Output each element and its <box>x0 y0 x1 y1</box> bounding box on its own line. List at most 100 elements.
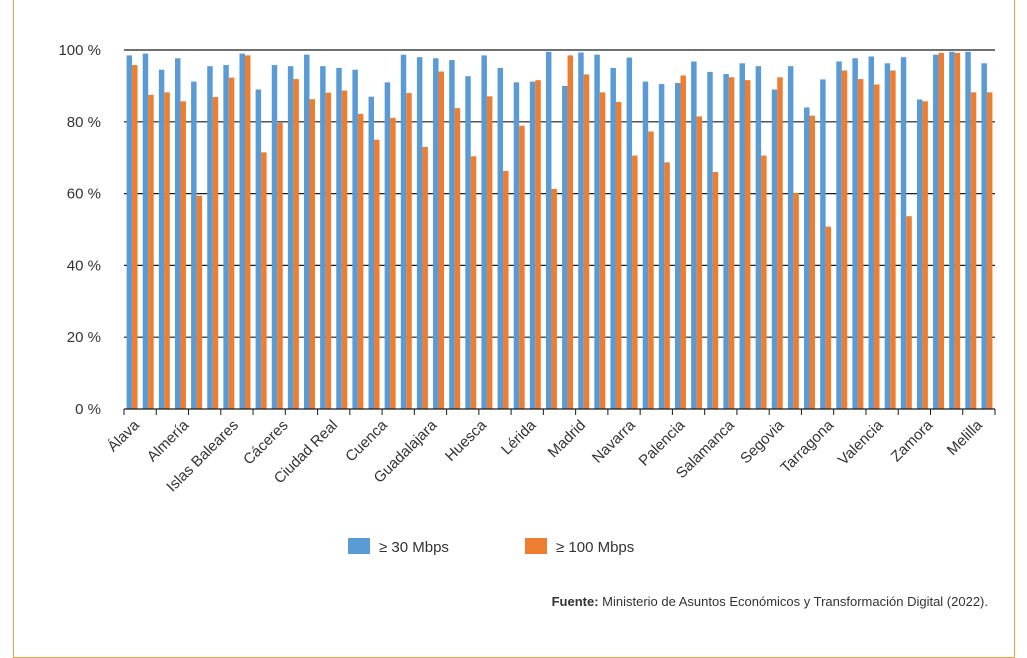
bar-100mbps <box>470 156 477 409</box>
legend-label-30: ≥ 30 Mbps <box>379 539 449 556</box>
bar-100mbps <box>777 77 783 409</box>
bar-100mbps <box>422 146 428 409</box>
source-note: Fuente: Ministerio de Asuntos Económicos… <box>0 594 988 609</box>
bar-100mbps <box>277 122 283 409</box>
x-category-label: Madrid <box>545 417 589 461</box>
source-label: Fuente: <box>551 594 599 609</box>
x-category-label: Valencia <box>835 416 887 468</box>
bar-30mbps <box>836 61 842 409</box>
bar-100mbps <box>615 102 622 410</box>
bar-30mbps <box>239 53 245 410</box>
bar-100mbps <box>890 70 896 409</box>
bar-100mbps <box>374 139 380 409</box>
bar-100mbps <box>583 74 590 410</box>
bar-100mbps <box>164 92 170 409</box>
bar-30mbps <box>884 63 891 410</box>
bar-100mbps <box>244 55 251 409</box>
bar-30mbps <box>658 84 665 409</box>
bar-30mbps <box>933 54 939 410</box>
bar-100mbps <box>825 226 832 409</box>
bar-30mbps <box>900 57 907 410</box>
bar-30mbps <box>513 82 520 409</box>
bar-30mbps <box>723 74 729 409</box>
x-axis <box>123 408 996 415</box>
bar-100mbps <box>954 52 961 409</box>
bar-30mbps <box>545 51 552 410</box>
bar-100mbps <box>922 101 928 409</box>
bars <box>126 51 993 410</box>
bar-30mbps <box>868 56 875 409</box>
bar-100mbps <box>406 93 412 409</box>
bar-30mbps <box>594 54 600 410</box>
bar-100mbps <box>728 77 735 409</box>
bar-100mbps <box>970 92 977 409</box>
legend-swatch-100 <box>525 538 547 554</box>
bar-30mbps <box>771 89 778 410</box>
bar-30mbps <box>368 96 375 410</box>
bar-30mbps <box>384 82 391 409</box>
x-category-label: Álava <box>104 416 143 455</box>
bar-30mbps <box>852 58 858 410</box>
x-category-label: Tarragona <box>777 416 837 476</box>
bar-30mbps <box>255 89 262 410</box>
bar-100mbps <box>309 99 315 410</box>
bar-30mbps <box>610 67 616 409</box>
bar-100mbps <box>293 79 299 409</box>
bar-30mbps <box>949 51 955 410</box>
bar-30mbps <box>497 67 504 409</box>
bar-100mbps <box>906 216 912 409</box>
x-category-label: Zamora <box>888 416 937 465</box>
bar-30mbps <box>755 66 762 409</box>
bar-30mbps <box>271 65 278 409</box>
bar-100mbps <box>664 162 670 409</box>
bar-100mbps <box>648 131 654 410</box>
bar-30mbps <box>739 63 745 410</box>
bar-30mbps <box>674 83 681 409</box>
x-category-label: Segovia <box>737 416 788 467</box>
bar-100mbps <box>341 90 348 409</box>
bar-30mbps <box>416 57 423 410</box>
bar-100mbps <box>874 84 880 410</box>
bar-100mbps <box>938 52 945 409</box>
x-category-label: Almería <box>144 416 193 465</box>
legend: ≥ 30 Mbps ≥ 100 Mbps <box>348 538 634 556</box>
bar-100mbps <box>809 115 815 410</box>
bar-30mbps <box>562 85 568 410</box>
bar-100mbps <box>567 55 574 409</box>
bar-30mbps <box>158 69 165 410</box>
bar-30mbps <box>433 58 439 410</box>
bar-30mbps <box>465 76 471 409</box>
x-category-label: Cáceres <box>240 417 292 469</box>
legend-label-100: ≥ 100 Mbps <box>556 539 634 556</box>
bar-100mbps <box>793 192 799 409</box>
bar-30mbps <box>142 53 149 410</box>
bar-100mbps <box>744 80 751 409</box>
bar-30mbps <box>642 81 649 409</box>
y-tick-label: 40 % <box>67 257 101 274</box>
x-category-label: Melilla <box>944 416 987 459</box>
x-category-label: Cuenca <box>342 416 391 465</box>
bar-30mbps <box>126 55 133 409</box>
bar-100mbps <box>212 97 219 410</box>
bar-30mbps <box>191 81 197 409</box>
x-category-label: Lérida <box>498 416 540 458</box>
bar-30mbps <box>529 81 536 409</box>
y-tick-label: 100 % <box>58 42 101 59</box>
gridlines <box>124 49 995 338</box>
bar-100mbps <box>438 71 445 409</box>
bar-100mbps <box>357 113 364 409</box>
bar-100mbps <box>841 70 848 409</box>
bar-30mbps <box>287 66 294 409</box>
bar-30mbps <box>787 66 794 409</box>
bar-30mbps <box>707 71 713 410</box>
bar-100mbps <box>503 170 509 409</box>
bar-30mbps <box>981 63 987 410</box>
bar-100mbps <box>519 125 525 410</box>
bar-100mbps <box>228 77 235 409</box>
y-tick-label: 0 % <box>75 401 101 418</box>
y-tick-label: 20 % <box>67 329 101 346</box>
bar-30mbps <box>174 58 181 410</box>
bar-100mbps <box>551 188 557 409</box>
